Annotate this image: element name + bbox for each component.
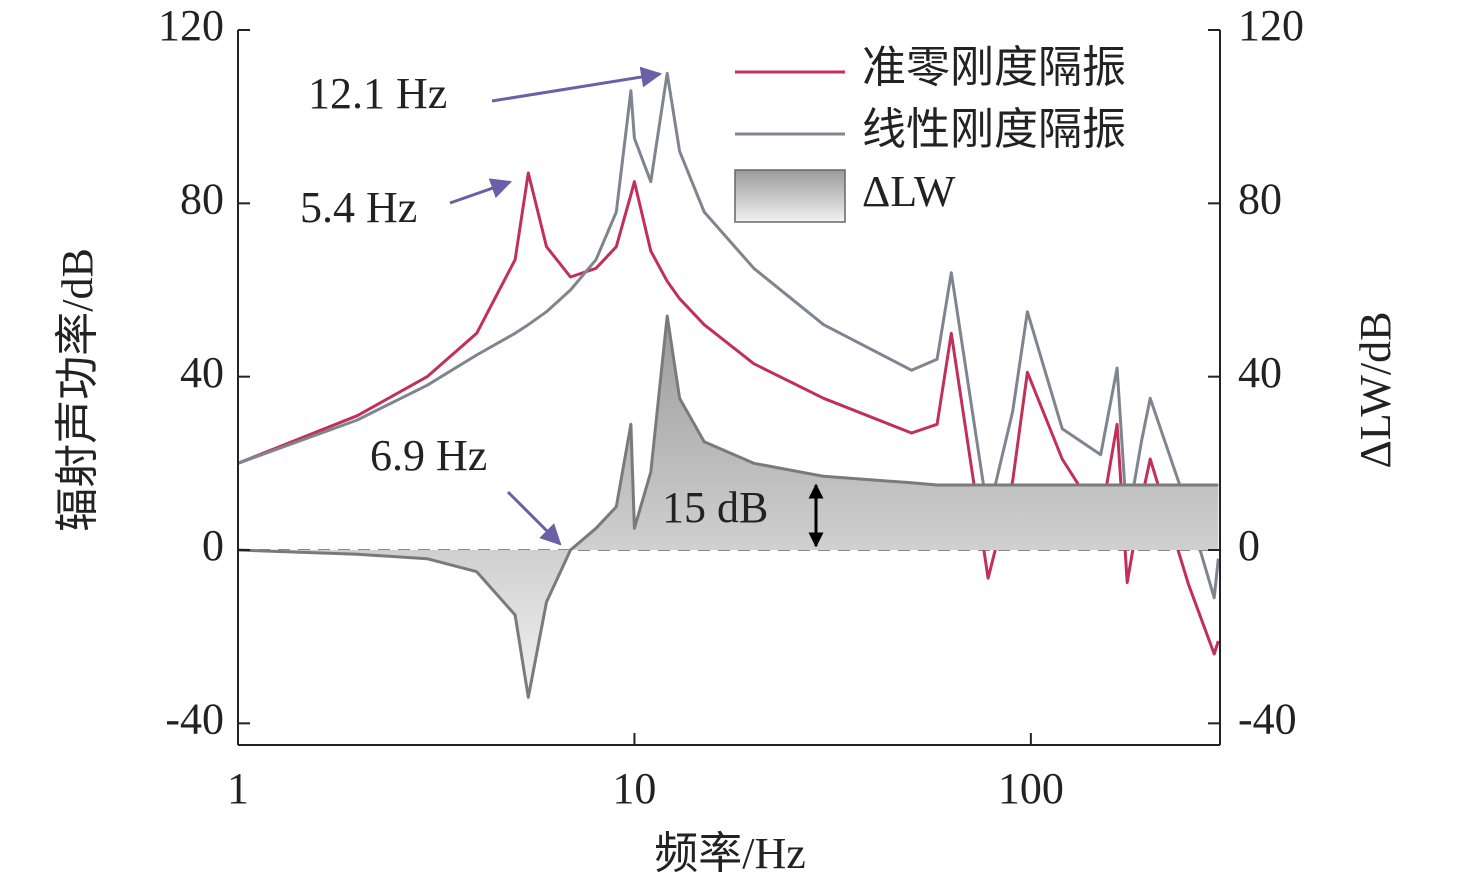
y-tick-label: 80 (180, 174, 224, 223)
annotation: 6.9 Hz (370, 431, 487, 480)
legend-label: ΔLW (862, 167, 956, 216)
legend-label: 准零刚度隔振 (862, 43, 1126, 92)
x-tick-label: 10 (612, 764, 656, 813)
x-axis-label: 频率/Hz (654, 829, 806, 878)
annotation-arrow (449, 178, 512, 205)
y2-tick-label: 40 (1238, 348, 1282, 397)
y-tick-label: 40 (180, 348, 224, 397)
legend-swatch (734, 169, 846, 223)
annotation-arrow (491, 66, 663, 103)
line (237, 171, 1220, 656)
y2-tick-label: 80 (1238, 174, 1282, 223)
y2-tick-label: 0 (1238, 521, 1260, 570)
y2-tick-label: 120 (1238, 1, 1304, 50)
annotation: 5.4 Hz (300, 183, 417, 232)
y2-tick-label: -40 (1238, 694, 1297, 743)
line (237, 71, 1220, 600)
legend-label: 线性刚度隔振 (862, 105, 1126, 154)
annotation-arrow (506, 490, 562, 546)
x-tick-label: 1 (227, 764, 249, 813)
annotation: 12.1 Hz (308, 69, 447, 118)
y-axis-label: 辐射声功率/dB (53, 248, 102, 532)
area (238, 316, 1219, 698)
line (237, 314, 1219, 699)
y-tick-label: 0 (202, 521, 224, 570)
y-tick-label: 120 (158, 1, 224, 50)
y2-axis-label: ΔLW/dB (1351, 311, 1400, 468)
x-tick-label: 100 (998, 764, 1064, 813)
y-tick-label: -40 (165, 694, 224, 743)
annotation: 15 dB (662, 483, 768, 532)
